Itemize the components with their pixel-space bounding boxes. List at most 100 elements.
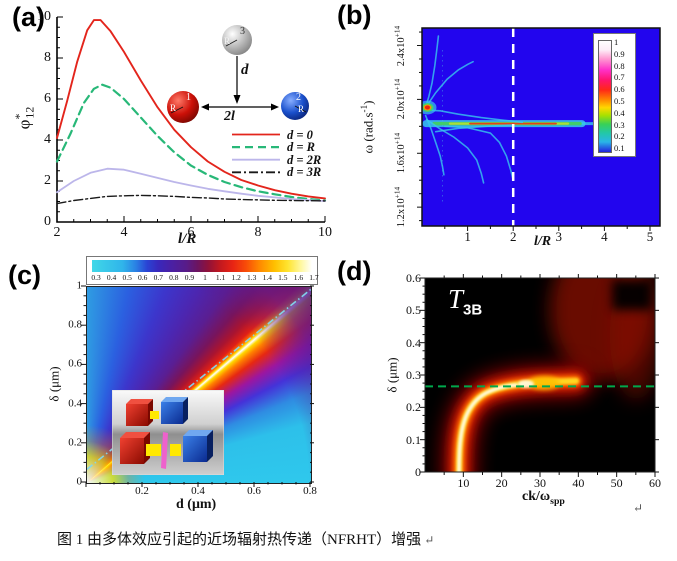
ylabel-sub: 12 (22, 106, 37, 119)
curve-d = 2R (56, 167, 326, 203)
colorbar-value: 0.1 (614, 143, 625, 154)
arrowhead-down (233, 95, 241, 104)
xlabel-base: ck/ω (522, 489, 551, 504)
x-tick-label: 10 (318, 225, 332, 240)
panel-c-ylabel: δ (μm) (46, 366, 62, 402)
panel-d-plot (420, 274, 659, 477)
ticks (56, 16, 326, 223)
y-tick-label: 0.6 (68, 357, 82, 370)
x-tick-label: 5 (646, 229, 654, 244)
colorbar-value: 1.6 (293, 273, 304, 282)
colorbar-value: 0.7 (153, 273, 163, 282)
colorbar-value: 0.4 (614, 107, 625, 118)
y-tick-label: 10 (37, 9, 51, 24)
heatmap-features (441, 278, 655, 472)
inset-sphere2-label: 2 (296, 92, 301, 103)
panel-c: 0.3 0.4 0.5 0.6 0.7 0.8 0.9 1 1.1 1.2 1.3 1.4 1.5 1.6… (0, 250, 340, 540)
tick-exp: +14 (392, 133, 402, 145)
colorbar-value: 0.5 (614, 96, 625, 106)
tick-base: 2.0x10 (395, 90, 407, 120)
curve-d = 0 (56, 19, 326, 200)
colorbar-value: 0.9 (614, 48, 625, 59)
curve-d = R (55, 83, 327, 202)
x-tick-label: 0.6 (247, 485, 261, 497)
colorbar-value: 0.7 (614, 72, 625, 83)
y-tick-label: 0.2 (406, 400, 421, 415)
x-tick-label: 8 (254, 225, 262, 240)
panel-a-label: (a) (12, 2, 45, 32)
panel-a-ylabel: φ*12 (12, 107, 37, 130)
y-tick-label: 2 (44, 173, 51, 188)
curve-d = 3R (56, 194, 326, 205)
legend-label: d = R (287, 140, 315, 155)
x-tick-label: 60 (648, 476, 661, 490)
curves (55, 19, 327, 205)
x-tick-label: 20 (495, 476, 508, 490)
return-mark: ↵ (633, 501, 644, 515)
colorbar-value: 0.2 (614, 131, 625, 142)
y-tick-label: 4 (44, 132, 51, 147)
y-tick-label: 0.2 (68, 436, 82, 449)
colorbar-value: 1.5 (278, 273, 288, 282)
inset-diagram (167, 25, 309, 123)
x-tick-label: 2 (53, 225, 61, 240)
x-tick-label: 10 (457, 476, 470, 490)
colorbar-value: 0.6 (614, 84, 625, 95)
x-tick-label: 6 (187, 225, 195, 240)
plot-border (421, 27, 661, 227)
figure-caption: 图 1 由多体效应引起的近场辐射热传递（NFRHT）增强 ↵ (57, 528, 434, 549)
y-tick-label: 0.4 (68, 397, 82, 410)
arrowhead-right (271, 103, 279, 111)
inset-sphere3-label: 3 (240, 26, 245, 37)
ticks (417, 31, 651, 231)
caption-return-mark: ↵ (424, 533, 435, 547)
ylabel-end: ) (360, 100, 376, 105)
colorbar-value: 0.6 (138, 273, 148, 282)
x-tick-label: 4 (601, 229, 608, 244)
x-tick-label: 4 (120, 225, 128, 240)
annotation-base: T (448, 284, 464, 314)
y-tick-label: 0.1 (406, 432, 421, 447)
panel-d-label: (d) (337, 256, 372, 286)
x-tick-label: 0.8 (303, 485, 317, 497)
y-tick-label: 2.4x10+14 (392, 25, 408, 65)
inset-r3-label: R (224, 36, 231, 46)
ylabel-base: φ (14, 119, 34, 130)
panel-d-annotation: T3B (448, 284, 482, 318)
y-tick-label: 0 (76, 475, 83, 488)
y-tick-label: 0.5 (406, 303, 421, 318)
panel-d: (d) T3B δ (μm) ck/ωspp ↵ 10 20 30 40 50 60 0 0.… (330, 250, 677, 561)
tick-exp: +14 (392, 25, 402, 37)
y-tick-label: 1.2x10+14 (392, 187, 408, 227)
tick-exp: +14 (392, 79, 402, 91)
x-tick-label: 40 (572, 476, 585, 490)
colorbar-ramp (92, 260, 312, 272)
colorbar-value: 1 (614, 37, 619, 47)
y-tick-label: 0.3 (406, 368, 421, 382)
panel-b-label: (b) (337, 0, 372, 30)
legend-label: d = 2R (287, 152, 322, 167)
colorbar-ramp (598, 40, 612, 153)
panel-d-ylabel: δ (μm) (384, 357, 400, 393)
y-tick-label: 0.6 (406, 271, 421, 286)
panel-b-ylabel: ω (rad.s-1) (359, 100, 376, 154)
colorbar-value: 0.4 (106, 273, 117, 282)
x-tick-label: 0.2 (135, 485, 149, 497)
x-tick-label: 1 (464, 229, 471, 244)
panel-c-guide-line (87, 288, 311, 470)
x-tick-label: 50 (610, 476, 623, 490)
inset-2l-label: 2l (224, 109, 235, 124)
colorbar-box: 1 0.9 0.8 0.7 0.6 0.5 0.4 0.3 0.2 0.1 (593, 33, 636, 157)
colorbar-value: 1.3 (247, 273, 257, 282)
panel-c-heatmap (86, 286, 312, 484)
xlabel-sub: spp (550, 495, 565, 507)
panel-c-xlabel: d (μm) (176, 497, 217, 512)
annotation-sub: 3B (463, 301, 483, 319)
colorbar-value: 1.4 (262, 273, 272, 282)
colorbar-value: 1 (203, 273, 207, 282)
tick-exp: +14 (392, 186, 402, 199)
y-tick-label: 0 (44, 214, 51, 229)
y-tick-label: 6 (44, 91, 51, 106)
colorbar-value: 0.8 (169, 273, 179, 282)
